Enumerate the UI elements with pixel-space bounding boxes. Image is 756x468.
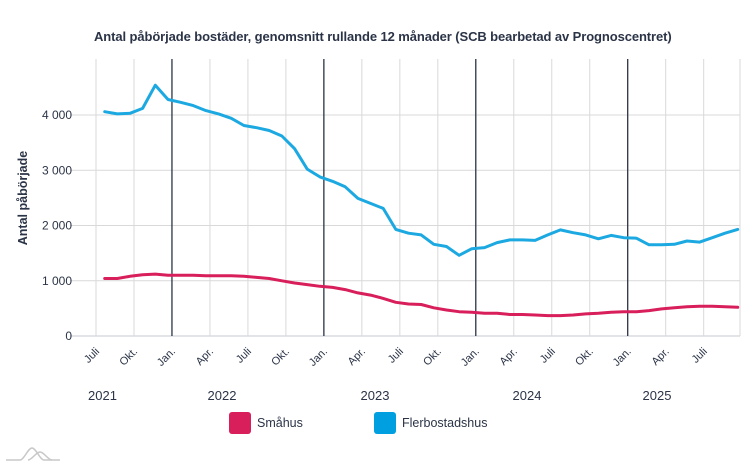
legend-item-smahus[interactable]: Småhus [229,412,303,434]
x-year-label: 2021 [88,388,117,403]
x-tick-label: Juli [82,346,102,366]
x-tick-label: Apr. [649,346,671,368]
year-dividers [171,59,629,336]
series-lines [103,83,740,318]
y-tick-label: 3 000 [42,163,72,177]
x-tick-label: Juli [234,346,254,366]
legend-item-flerbostadshus[interactable]: Flerbostadshus [374,412,487,434]
logo-icon [6,447,60,461]
x-tick-label: Jan. [155,346,178,369]
x-year-label: 2022 [208,388,237,403]
x-year-label: 2025 [643,388,672,403]
x-tick-label: Okt. [573,346,596,369]
legend-swatch-flerbostadshus [374,412,396,434]
y-tick-label: 2 000 [42,219,72,233]
x-axis: Juli Okt. Jan. Apr. Juli Okt. Jan. Apr. Juli Okt.… [82,346,710,403]
x-tick-label: Okt. [421,346,444,369]
x-year-label: 2024 [513,388,542,403]
series-line-smahus[interactable] [103,272,740,318]
legend-label-flerbostadshus: Flerbostadshus [402,416,488,430]
x-tick-label: Jan. [611,346,634,369]
x-year-label: 2023 [361,388,390,403]
chart-title: Antal påbörjade bostäder, genomsnitt rul… [94,29,672,44]
x-tick-label: Juli [690,346,710,366]
series-line-flerbostadshus[interactable] [103,83,740,257]
y-tick-label: 4 000 [42,108,72,122]
y-tick-label: 0 [65,329,72,343]
x-tick-label: Juli [538,346,558,366]
y-axis-label: Antal påbörjade [16,151,30,246]
x-tick-label: Jan. [459,346,482,369]
legend-label-smahus: Småhus [257,416,303,430]
x-tick-label: Okt. [117,346,140,369]
x-tick-label: Apr. [194,346,216,368]
legend-swatch-smahus [229,412,251,434]
y-tick-label: 1 000 [42,274,72,288]
x-tick-label: Apr. [498,346,520,368]
y-axis: 0 1 000 2 000 3 000 4 000 [42,108,72,343]
x-tick-label: Apr. [346,346,368,368]
x-tick-label: Jan. [307,346,330,369]
x-tick-label: Okt. [269,346,292,369]
x-tick-label: Juli [386,346,406,366]
